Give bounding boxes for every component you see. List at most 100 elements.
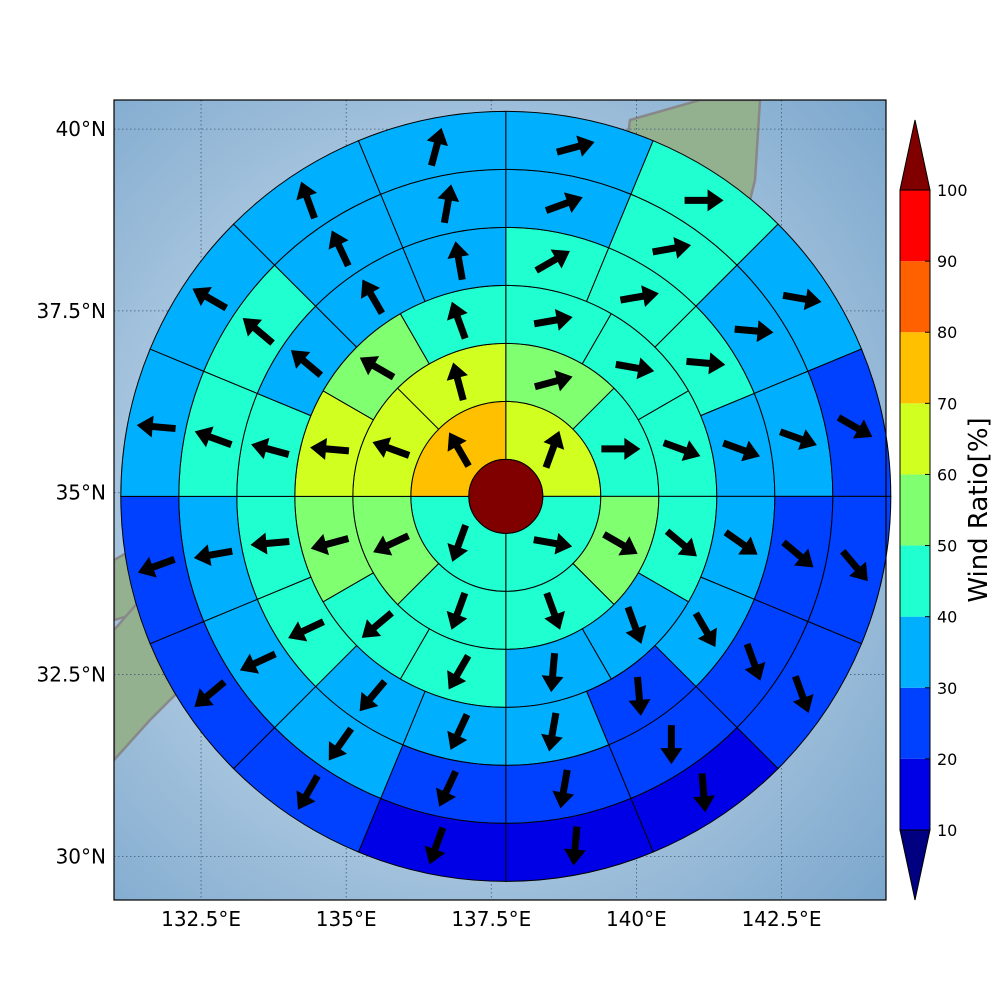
lon-tick-label: 135°E	[316, 907, 377, 931]
wind-arrow	[534, 249, 570, 274]
wind-arrow-shape	[446, 301, 469, 340]
wind-arrow	[624, 606, 647, 644]
colorbar-frame	[899, 189, 931, 831]
wind-arrow	[359, 679, 388, 712]
colorbar-bin	[900, 687, 930, 759]
wind-arrow-shape	[692, 611, 717, 648]
wind-arrow-shape	[137, 556, 176, 578]
wind-arrow	[552, 769, 575, 809]
wind-arrow	[684, 189, 724, 212]
wind-arrow-shape	[424, 826, 447, 865]
lat-tick-label: 30°N	[56, 844, 106, 868]
wind-arrow-shape	[194, 426, 233, 449]
wind-arrow	[361, 610, 394, 638]
wind-arrow	[722, 439, 760, 462]
wind-arrow	[436, 769, 459, 807]
wind-arrow	[192, 287, 229, 312]
wind-arrow	[652, 237, 692, 259]
wind-arrow-shape	[359, 679, 388, 712]
wind-arrow	[360, 279, 385, 316]
wind-arrow-shape	[446, 362, 468, 402]
wind-arrow	[136, 415, 176, 438]
map-frame	[113, 99, 887, 901]
colorbar: 10 20 30 40 50 60 70 80 90 100	[899, 119, 968, 901]
wind-arrow-shape	[836, 414, 873, 439]
wind-arrow-shape	[534, 249, 570, 274]
wind-arrow-shape	[328, 726, 355, 761]
wind-arrow-shape	[310, 533, 350, 556]
wind-arrow-shape	[686, 352, 726, 375]
wind-arrow-shape	[684, 189, 724, 212]
wind-arrow-shape	[136, 415, 176, 438]
wind-arrow	[792, 675, 814, 713]
wind-arrow	[424, 826, 447, 865]
wind-arrow	[290, 350, 324, 378]
wind-arrow	[542, 430, 565, 469]
wind-arrow	[836, 414, 873, 439]
wind-arrow	[446, 301, 469, 340]
lon-tick-label: 140°E	[606, 907, 667, 931]
wind-arrow-shape	[447, 653, 472, 690]
core-center-cell	[468, 458, 544, 534]
wind-arrow-shape	[781, 539, 814, 568]
colorbar-bin	[900, 474, 930, 546]
wind-arrow	[779, 428, 817, 450]
wind-arrow-shape	[662, 439, 701, 461]
wind-arrow-shape	[779, 428, 817, 450]
wind-arrow-shape	[437, 184, 460, 224]
wind-arrow-shape	[194, 679, 227, 708]
wind-arrow-shape	[310, 437, 350, 460]
wind-arrow-shape	[328, 230, 352, 268]
longitude-tick-labels: 132.5°E 135°E 137.5°E 140°E 142.5°E	[161, 907, 821, 931]
wind-arrow-shape	[239, 650, 277, 674]
wind-arrow-shape	[533, 532, 573, 555]
wind-arrow-shape	[615, 357, 655, 380]
wind-arrow-shape	[619, 285, 659, 307]
wind-arrow	[692, 611, 717, 648]
colorbar-tick-label: 80	[937, 323, 957, 342]
wind-arrow	[239, 650, 277, 674]
wind-arrow-shape	[250, 532, 290, 555]
wind-arrow-shape	[533, 309, 573, 331]
wind-arrow	[692, 773, 715, 813]
wind-arrow	[541, 712, 563, 752]
wind-arrow	[615, 357, 655, 380]
lat-tick-label: 40°N	[56, 117, 106, 141]
wind-arrow-shape	[447, 241, 470, 281]
wind-arrow-shape	[544, 192, 583, 214]
wind-arrow-shape	[563, 826, 586, 866]
wind-arrow-shape	[664, 528, 697, 557]
wind-arrow	[194, 426, 233, 449]
wind-arrow	[447, 241, 470, 281]
wind-arrow-shape	[652, 237, 692, 259]
colorbar-tick-label: 40	[937, 608, 957, 627]
wind-arrow-shape	[601, 437, 641, 460]
wind-arrow-shape	[542, 430, 565, 469]
wind-arrow-shape	[743, 642, 766, 681]
lat-tick-label: 32.5°N	[37, 663, 107, 687]
wind-arrow	[662, 439, 701, 461]
wind-arrow-shape	[288, 618, 325, 642]
colorbar-tick-label: 10	[937, 821, 957, 840]
wind-arrow-shape	[372, 437, 411, 459]
colorbar-under-triangle	[899, 829, 931, 901]
wind-arrow-shape	[373, 532, 410, 556]
wind-arrow	[563, 826, 586, 866]
wind-arrow	[250, 532, 290, 555]
wind-arrow-shape	[242, 317, 275, 346]
wind-arrow	[544, 192, 583, 214]
wind-arrow	[426, 127, 449, 167]
wind-arrow	[288, 618, 325, 642]
wind-arrow	[437, 184, 460, 224]
wind-arrow-shape	[541, 652, 564, 693]
wind-arrow	[686, 352, 726, 375]
wind-arrow-shape	[624, 606, 647, 644]
wind-arrow-shape	[541, 712, 563, 752]
wind-ratio-rings	[120, 110, 892, 882]
wind-arrow	[447, 432, 472, 468]
wind-arrow	[251, 437, 290, 460]
wind-arrow	[840, 549, 868, 582]
lon-tick-label: 137.5°E	[451, 907, 531, 931]
wind-arrow	[193, 544, 233, 567]
wind-arrow	[359, 356, 396, 381]
